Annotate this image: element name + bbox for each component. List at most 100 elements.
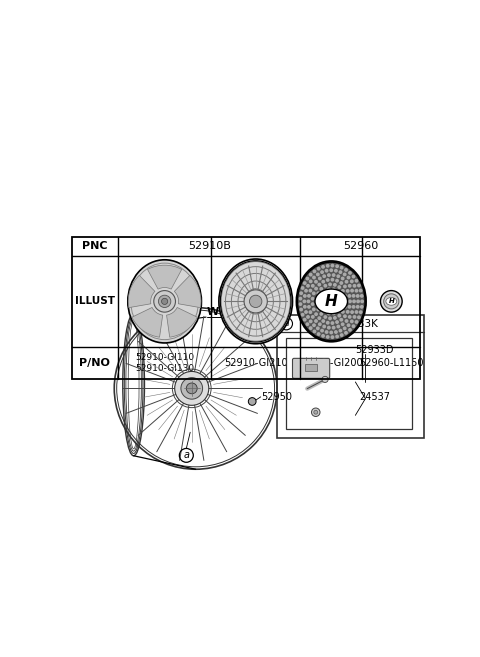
Circle shape [304,289,308,292]
Circle shape [335,279,339,283]
Circle shape [314,286,318,290]
Circle shape [323,300,326,304]
Circle shape [336,325,340,328]
Text: P/NO: P/NO [79,358,110,368]
Circle shape [348,305,351,309]
Circle shape [331,278,335,282]
Circle shape [356,300,360,304]
Circle shape [327,311,331,315]
Circle shape [331,263,335,267]
Circle shape [318,323,322,326]
Circle shape [343,314,347,318]
Bar [305,364,317,371]
Circle shape [303,305,307,309]
Circle shape [328,283,332,286]
Circle shape [348,294,351,298]
Circle shape [299,307,303,311]
Circle shape [162,298,168,304]
Circle shape [318,277,322,281]
Bar [277,315,424,438]
Circle shape [339,294,343,298]
Circle shape [345,280,348,284]
Circle shape [352,305,356,309]
Text: PNC: PNC [82,241,108,252]
Circle shape [355,320,359,324]
Circle shape [336,275,340,278]
Circle shape [341,277,345,281]
Circle shape [324,284,327,288]
Circle shape [334,330,338,334]
Circle shape [324,294,328,298]
Circle shape [351,275,356,279]
Circle shape [336,300,340,304]
Circle shape [319,287,323,291]
Circle shape [299,297,302,300]
Circle shape [312,323,316,327]
FancyBboxPatch shape [292,358,330,378]
Circle shape [350,319,354,323]
Circle shape [327,287,331,291]
Circle shape [305,322,309,326]
Circle shape [320,270,324,274]
Circle shape [317,316,321,320]
Circle shape [315,297,319,300]
Circle shape [316,273,320,277]
Circle shape [331,335,335,339]
Circle shape [314,319,318,323]
Circle shape [348,271,352,275]
Wedge shape [128,275,155,307]
Circle shape [327,273,331,277]
Circle shape [307,294,311,298]
Circle shape [300,286,304,290]
Circle shape [360,305,364,309]
Circle shape [329,268,333,272]
Circle shape [346,310,349,314]
Circle shape [329,330,333,334]
Circle shape [350,288,354,292]
Ellipse shape [296,261,366,342]
Text: 52910-GI210: 52910-GI210 [224,358,288,368]
Circle shape [326,278,330,282]
Text: 52960-L1150: 52960-L1150 [359,358,423,368]
Circle shape [303,318,307,321]
Circle shape [333,316,337,320]
Circle shape [321,334,325,338]
Circle shape [302,300,306,304]
Circle shape [355,279,359,283]
Circle shape [307,300,311,304]
Circle shape [332,326,336,330]
Circle shape [344,268,348,272]
Circle shape [304,310,308,314]
Circle shape [311,284,315,288]
Text: 52950: 52950 [262,392,292,402]
Circle shape [336,290,340,294]
Circle shape [309,319,312,323]
Circle shape [353,315,357,319]
Circle shape [333,283,337,286]
Circle shape [348,284,352,288]
Circle shape [324,315,327,319]
Text: 24537: 24537 [359,392,390,402]
Circle shape [337,285,341,289]
Ellipse shape [244,290,267,313]
Circle shape [331,321,335,325]
Circle shape [344,331,348,335]
Circle shape [299,291,303,295]
Circle shape [309,288,312,292]
Circle shape [344,300,348,304]
Circle shape [328,317,332,321]
Circle shape [338,270,342,274]
Circle shape [312,275,316,279]
Circle shape [337,314,341,317]
Circle shape [356,294,360,298]
Text: H: H [325,294,337,309]
Circle shape [311,315,315,319]
Text: H: H [388,298,394,304]
Circle shape [320,294,324,298]
Circle shape [323,309,326,313]
Text: 52910B: 52910B [188,241,230,252]
Circle shape [309,279,312,283]
Text: 52960-GI200: 52960-GI200 [300,358,363,368]
Circle shape [320,305,324,309]
Wedge shape [132,307,163,337]
